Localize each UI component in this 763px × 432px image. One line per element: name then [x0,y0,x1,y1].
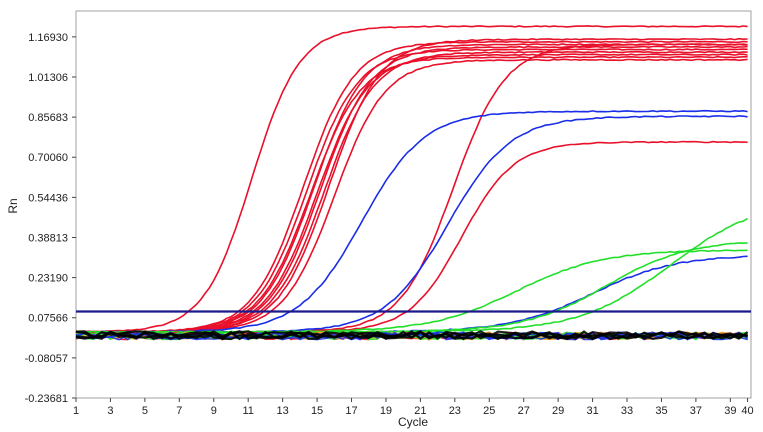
baseline-noise-trace [75,330,748,341]
x-tick-label: 37 [690,405,702,417]
x-tick-label: 35 [655,405,667,417]
x-tick-label: 1 [73,405,79,417]
x-axis: 1 3 5 7 9 11 13 15 17 19 21 23 25 27 29 31 33 35 37 39 40 [73,398,754,417]
x-tick-label: 15 [311,405,323,417]
baseline-noise-trace [75,330,748,341]
x-tick-label: 9 [211,405,217,417]
x-tick-label: 31 [586,405,598,417]
y-axis-title: Rn [6,198,20,213]
x-tick-label: 11 [242,405,253,417]
y-tick-label: 0.38813 [28,232,68,244]
x-tick-label: 7 [176,405,182,417]
x-tick-label: 13 [277,405,289,417]
y-tick-label: 0.07566 [28,313,68,325]
x-tick-label: 40 [741,405,753,417]
x-tick-label: 27 [518,405,530,417]
y-axis: -0.23681 -0.08057 0.07566 0.23190 0.38813 0.5… [25,32,76,405]
y-tick-label: 1.16930 [28,32,68,44]
x-tick-label: 21 [414,405,426,417]
x-tick-label: 3 [107,405,113,417]
y-tick-label: -0.23681 [25,393,68,405]
x-axis-title: Cycle [398,415,428,429]
x-tick-label: 23 [449,405,461,417]
x-tick-label: 33 [621,405,633,417]
x-tick-label: 5 [142,405,148,417]
baseline-noise-layer [75,330,749,341]
x-tick-label: 17 [345,405,357,417]
x-tick-label: 39 [724,405,736,417]
y-tick-label: 0.23190 [28,273,68,285]
y-tick-label: -0.08057 [25,353,68,365]
x-tick-label: 29 [552,405,564,417]
y-tick-label: 0.85683 [28,112,68,124]
y-tick-label: 0.54436 [28,192,68,204]
y-tick-label: 1.01306 [28,72,68,84]
x-tick-label: 25 [483,405,495,417]
x-tick-label: 19 [380,405,392,417]
y-tick-label: 0.70060 [28,152,68,164]
